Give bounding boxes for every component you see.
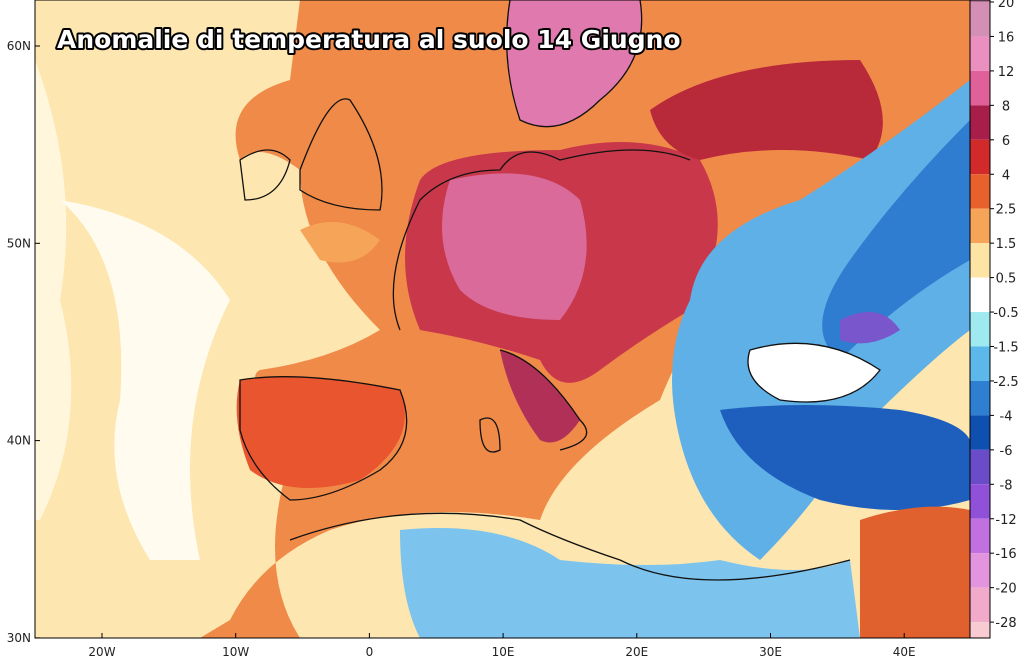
colorbar-label: 2.5: [996, 203, 1017, 218]
colorbar-segment: [970, 484, 990, 519]
colorbar-label: -16: [995, 547, 1016, 562]
lon-label: 10W: [222, 645, 249, 659]
map-field: [35, 0, 970, 638]
colorbar-label: 0.5: [996, 272, 1017, 287]
lat-label: 50N: [7, 236, 31, 250]
colorbar-label: -20: [995, 582, 1016, 597]
colorbar-segment: [970, 105, 990, 140]
lon-label: 0: [366, 645, 374, 659]
colorbar-segment: [970, 208, 990, 244]
pink-core-germany: [442, 173, 587, 320]
lon-label: 20W: [88, 645, 115, 659]
colorbar-label: -28: [995, 616, 1016, 631]
colorbar-segment: [970, 518, 990, 554]
cold-anatolia: [720, 405, 970, 510]
lon-label: 10E: [492, 645, 515, 659]
colorbar-segment: [970, 70, 990, 106]
lon-label: 20E: [625, 645, 648, 659]
colorbar-segment: [970, 36, 990, 71]
colorbar-label: -1.5: [993, 341, 1018, 356]
colorbar-segment: [970, 2, 990, 37]
colorbar-label: -6: [1000, 444, 1013, 459]
coastlines: [239, 0, 881, 581]
colorbar: 20 16 12 8 6 4 2.5 1.5 0.5 -0.5 -1.5 -2.5 -4 -6 -8 -12 -…: [969, 0, 1019, 639]
colorbar-segment: [970, 174, 990, 209]
black-sea-neutral: [748, 343, 880, 402]
colorbar-segment: [970, 415, 990, 450]
colorbar-segment: [970, 243, 990, 278]
colorbar-frame: [969, 0, 991, 639]
colorbar-label: -4: [1000, 409, 1013, 424]
colorbar-label: 12: [998, 65, 1015, 80]
lat-label: 40N: [7, 434, 31, 448]
baltic-core: [650, 60, 883, 160]
warm-patch: [300, 222, 380, 263]
lat-label: 30N: [7, 631, 31, 645]
colorbar-segment: [970, 553, 990, 588]
colorbar-label: -12: [995, 513, 1016, 528]
colorbar-segment: [970, 622, 990, 638]
colorbar-label: 20: [998, 0, 1015, 11]
pink-core-scandinavia: [506, 0, 642, 127]
colorbar-segment: [970, 380, 990, 416]
colorbar-label: 16: [998, 30, 1015, 45]
colorbar-segment: [970, 0, 990, 2]
warm-middle-east: [860, 506, 970, 638]
cold-east: [822, 120, 970, 360]
colorbar-label: -8: [1000, 478, 1013, 493]
colorbar-segment: [970, 312, 990, 347]
lon-label: 30E: [759, 645, 782, 659]
colorbar-segment: [970, 346, 990, 381]
lon-label: 40E: [893, 645, 916, 659]
colorbar-label: -0.5: [993, 306, 1018, 321]
atlantic-pale: [35, 60, 72, 520]
colorbar-label: 6: [1002, 134, 1010, 149]
cold-spot: [840, 312, 900, 344]
atlantic-white: [60, 200, 230, 560]
colorbar-label: 1.5: [996, 237, 1017, 252]
colorbar-label: -2.5: [993, 375, 1018, 390]
colorbar-segment: [970, 449, 990, 485]
iberia: [236, 376, 405, 488]
lat-label: 60N: [7, 39, 31, 53]
axes: 60N 50N 40N 30N 20W 10W 0 10E 20E 30E 40E: [7, 39, 916, 659]
map-title: Anomalie di temperatura al suolo 14 Giug…: [57, 25, 681, 54]
colorbar-label: 8: [1002, 99, 1010, 114]
colorbar-label: 4: [1002, 168, 1010, 183]
italy-core: [500, 350, 580, 443]
colorbar-segment: [970, 277, 990, 313]
colorbar-segment: [970, 587, 990, 623]
cool-north-africa: [400, 528, 860, 638]
colorbar-segment: [970, 139, 990, 175]
